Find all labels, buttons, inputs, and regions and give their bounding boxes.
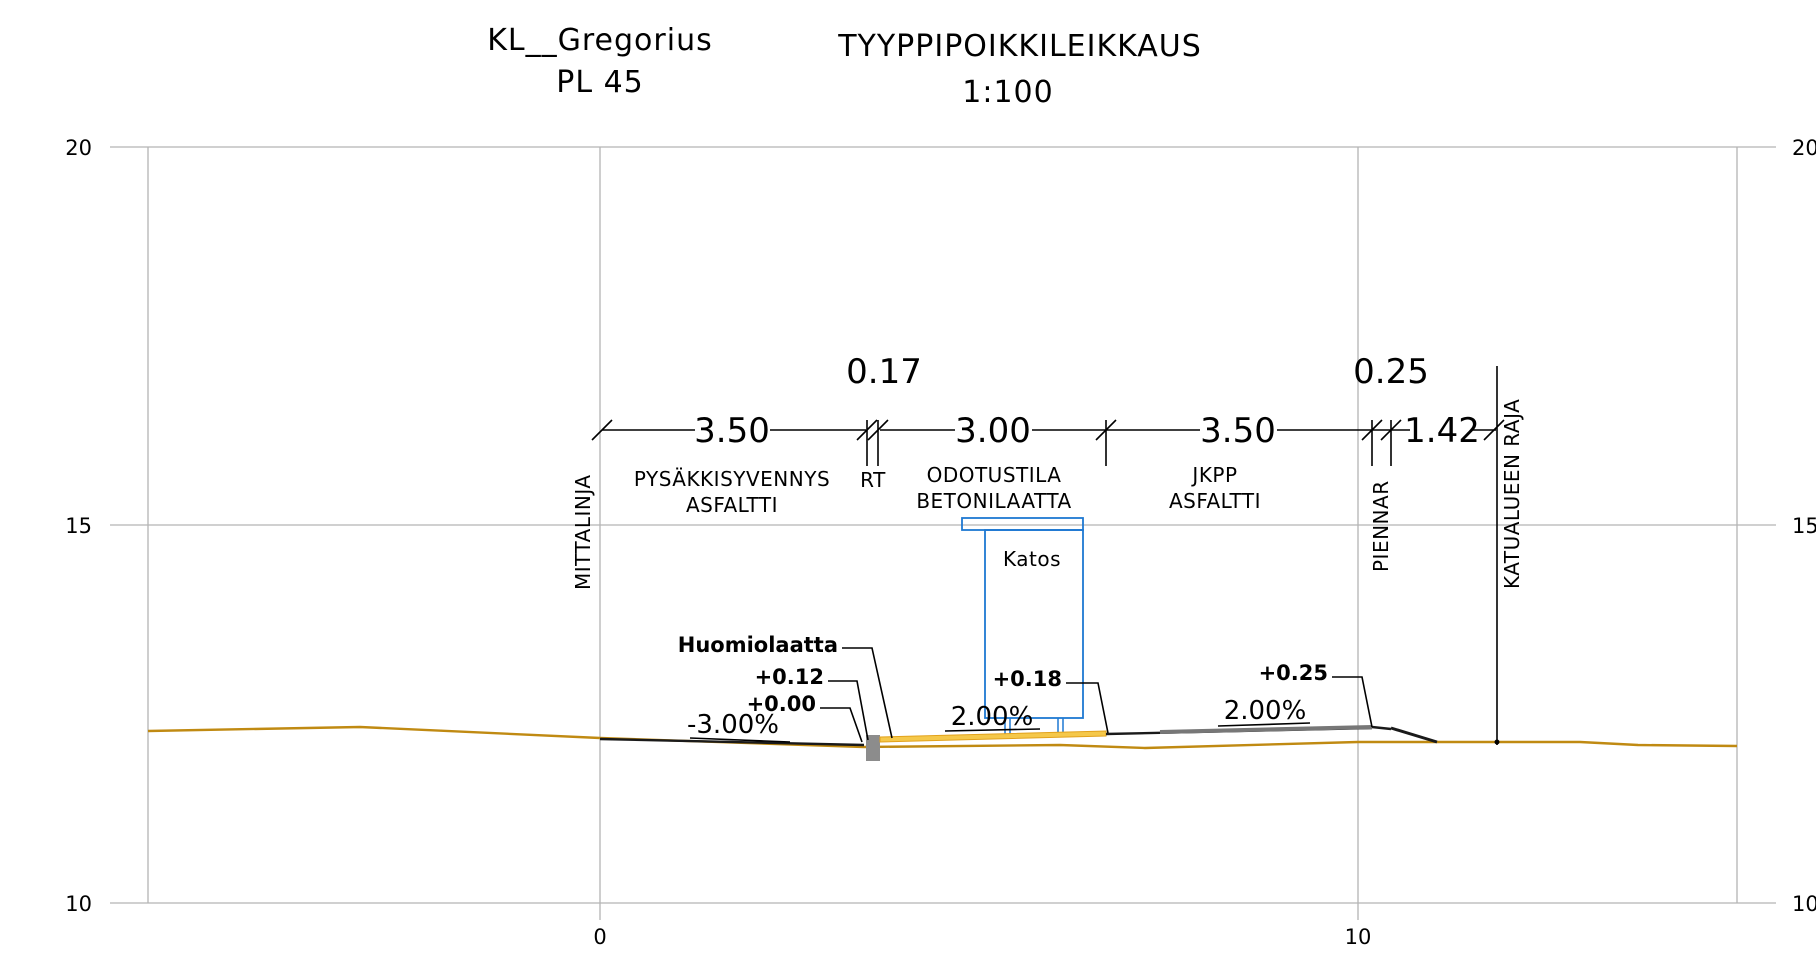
dim-piennar-raja: 1.42 (1404, 411, 1480, 451)
h000-leader (820, 707, 863, 743)
slope-jkpp: 2.00% (1224, 696, 1307, 726)
slope-odotus-leader (944, 728, 1041, 732)
x-tick-10: 10 (1345, 925, 1372, 949)
zone-pysakki-line1: PYSÄKKISYVENNYS (634, 467, 830, 491)
label-katualueen-raja: KATUALUEEN RAJA (1500, 399, 1524, 589)
shelter-katos (961, 517, 1084, 734)
road-structure (599, 725, 1500, 761)
dim-rt: 0.17 (846, 352, 922, 392)
station-label: PL 45 (556, 65, 644, 100)
zone-jkpp-line1: JKPP (1190, 463, 1237, 487)
y-tick-right-15: 15 (1792, 514, 1816, 538)
y-tick-left-20: 20 (65, 136, 92, 160)
h018-leader (1066, 682, 1109, 734)
slope-odotus: 2.00% (951, 702, 1034, 732)
h025-leader (1332, 676, 1373, 728)
project-name: KL__Gregorius (487, 23, 712, 58)
slope-pysakki: -3.00% (687, 710, 779, 740)
zone-odotus-line2: BETONILAATTA (916, 489, 1071, 513)
zone-jkpp-line2: ASFALTTI (1169, 489, 1261, 513)
zone-pysakki-line2: ASFALTTI (686, 493, 778, 517)
y-tick-right-20: 20 (1792, 136, 1816, 160)
dim-jkpp: 3.50 (1200, 411, 1276, 451)
y-tick-right-10: 10 (1792, 892, 1816, 916)
zone-odotus-line1: ODOTUSTILA (927, 463, 1062, 487)
dimension-line (591, 419, 1505, 466)
annotation-h025: +0.25 (1259, 661, 1328, 685)
drawing-title: TYYPPIPOIKKILEIKKAUS (837, 29, 1202, 64)
x-tick-0: 0 (593, 925, 606, 949)
slope-pysakki-leader (689, 737, 791, 743)
huomiolaatta-leader (842, 647, 893, 739)
annotation-h018: +0.18 (993, 667, 1062, 691)
y-tick-left-10: 10 (65, 892, 92, 916)
drawing-scale: 1:100 (962, 75, 1053, 110)
label-mittalinja: MITTALINJA (571, 474, 595, 590)
annotation-h000: +0.00 (747, 692, 816, 716)
dim-odotus: 3.00 (955, 411, 1031, 451)
label-piennar: PIENNAR (1369, 480, 1393, 572)
slope-jkpp-leader (1217, 722, 1311, 727)
annotation-h012: +0.12 (755, 665, 824, 689)
zone-rt: RT (860, 468, 886, 492)
dim-piennar: 0.25 (1353, 352, 1429, 392)
y-tick-left-15: 15 (65, 514, 92, 538)
annotation-huomiolaatta: Huomiolaatta (678, 633, 838, 657)
dim-pysakki: 3.50 (694, 411, 770, 451)
grid-frame (110, 146, 1776, 920)
shelter-label: Katos (1003, 547, 1061, 571)
h012-leader (828, 680, 869, 741)
ground-line (147, 725, 1738, 750)
